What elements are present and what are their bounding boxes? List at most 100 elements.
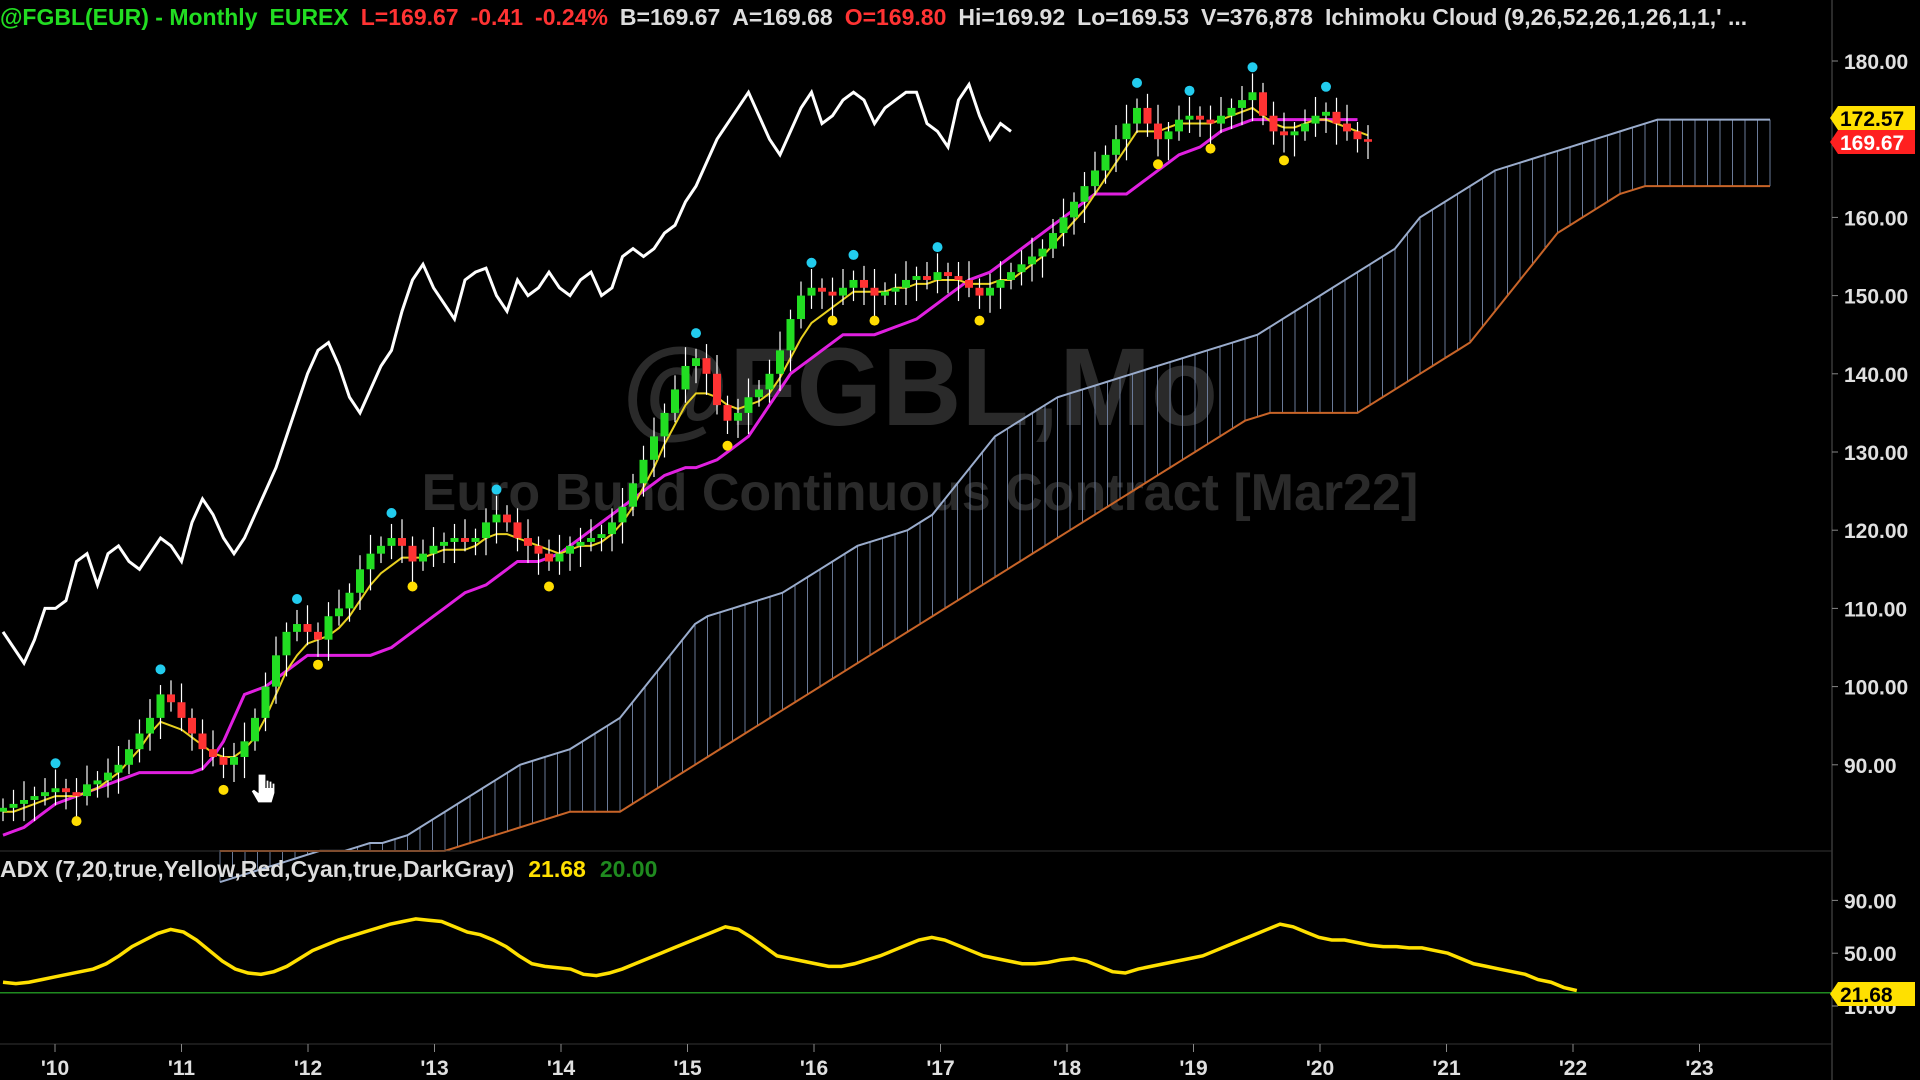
candle-body (366, 553, 375, 570)
indicator-lines (1, 81, 1369, 837)
candle-body (398, 538, 406, 546)
candle-body (912, 276, 921, 280)
candle-body (975, 287, 984, 296)
candle-body (870, 287, 879, 296)
candle-body (440, 541, 448, 546)
candle-body (503, 514, 511, 523)
candle (1185, 96, 1194, 133)
candle (9, 789, 18, 822)
candle (986, 273, 994, 313)
candle-body (230, 756, 238, 765)
time-tick-label: '15 (673, 1057, 702, 1080)
candle-body (891, 287, 900, 292)
swing-high-dot (1321, 81, 1331, 92)
candle-body (1070, 201, 1078, 218)
study-label[interactable]: Ichimoku Cloud (9,26,52,26,1,26,1,1,' ..… (1324, 4, 1748, 30)
candle-body (1143, 107, 1152, 124)
cursor-hand-icon (250, 773, 276, 804)
bid-price: B=169.67 (619, 4, 721, 30)
candle (881, 282, 889, 305)
swing-low-dot (722, 440, 733, 451)
cloud-bottom-line (220, 185, 1770, 852)
candle (1038, 239, 1047, 278)
candle (440, 532, 448, 564)
candle (744, 378, 753, 435)
candle-body (303, 624, 312, 632)
candle (261, 672, 270, 732)
candle (345, 583, 354, 622)
swing-low-dot (827, 315, 838, 326)
candle-body (860, 279, 868, 288)
swing-high-dot (155, 664, 166, 675)
candle (1143, 93, 1152, 137)
candle-body (135, 733, 144, 750)
candle-body (1322, 111, 1330, 116)
candle-body (902, 279, 910, 288)
candle-body (1248, 92, 1257, 101)
candle (146, 699, 154, 751)
candle (1196, 106, 1204, 137)
candle (513, 508, 522, 552)
symbol-label[interactable]: @FGBL(EUR) - Monthly (0, 4, 258, 30)
candle-body (146, 717, 154, 734)
candlesticks (0, 73, 1372, 822)
candle (503, 505, 511, 532)
candle (93, 771, 102, 798)
time-tick-label: '19 (1179, 1057, 1207, 1080)
candle (1175, 105, 1183, 141)
price-tag-adx: 21.68 (1830, 982, 1915, 1007)
candle (839, 269, 847, 305)
pct-change: -0.24% (535, 4, 608, 30)
candle (1269, 101, 1278, 145)
candle (1343, 104, 1351, 141)
candle (660, 403, 669, 458)
swing-high-dot (1184, 85, 1195, 96)
candle-body (765, 373, 774, 390)
price-tick-label: 180.00 (1844, 51, 1908, 74)
candle (282, 622, 291, 677)
candle-body (272, 655, 280, 687)
tenkan-line (3, 106, 1369, 813)
swing-low-dot (71, 816, 82, 827)
candle (786, 309, 795, 372)
candle (555, 534, 564, 575)
candle (1280, 112, 1288, 153)
swing-high-dot (50, 758, 61, 769)
candle-body (954, 276, 963, 280)
last-price: L=169.67 (360, 4, 459, 30)
candle-body (335, 608, 343, 617)
candle-body (660, 412, 669, 437)
candle-body (1364, 139, 1372, 142)
ask-price: A=169.68 (732, 4, 833, 30)
candle (618, 487, 627, 544)
candle (83, 765, 91, 806)
candle-body (83, 784, 91, 797)
candle (797, 281, 805, 329)
candle (1059, 198, 1068, 247)
candle (1248, 73, 1257, 122)
time-tick-label: '22 (1559, 1057, 1587, 1080)
candle-body (639, 459, 648, 484)
candle (975, 278, 984, 309)
adx-label[interactable]: ADX (7,20,true,Yellow,Red,Cyan,true,Dark… (0, 856, 515, 882)
candle (324, 602, 333, 661)
candle-body (240, 741, 249, 757)
candle-body (629, 483, 637, 507)
candle (20, 781, 28, 822)
candle-body (471, 538, 480, 542)
candle-body (996, 279, 1005, 288)
candle-body (555, 553, 564, 562)
candle-body (461, 538, 469, 542)
kijun-tag-label: 172.57 (1840, 108, 1904, 131)
candle (650, 417, 658, 478)
candle-body (356, 569, 364, 593)
candle-body (1133, 107, 1141, 124)
adx-threshold: 20.00 (599, 856, 658, 882)
candle-body (345, 592, 354, 609)
candle-body (1217, 115, 1225, 124)
candle-body (20, 799, 28, 804)
candle (219, 747, 228, 779)
candle-body (1007, 272, 1015, 280)
